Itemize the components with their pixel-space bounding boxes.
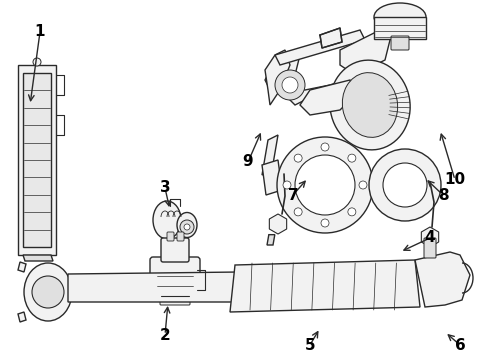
FancyBboxPatch shape <box>167 232 174 241</box>
FancyBboxPatch shape <box>391 36 409 50</box>
Circle shape <box>294 208 302 216</box>
Ellipse shape <box>330 60 410 150</box>
Ellipse shape <box>343 73 398 138</box>
Polygon shape <box>300 80 355 115</box>
Circle shape <box>321 143 329 151</box>
Polygon shape <box>23 255 53 261</box>
Circle shape <box>33 58 41 66</box>
Text: 1: 1 <box>35 24 45 40</box>
Ellipse shape <box>153 201 181 239</box>
Circle shape <box>282 77 298 93</box>
Text: 2: 2 <box>160 328 171 342</box>
Polygon shape <box>275 30 365 65</box>
Text: 7: 7 <box>288 188 298 202</box>
Circle shape <box>184 224 190 230</box>
FancyBboxPatch shape <box>374 17 426 39</box>
Ellipse shape <box>374 3 426 31</box>
Circle shape <box>295 155 355 215</box>
Polygon shape <box>262 160 282 195</box>
Text: 5: 5 <box>305 338 315 352</box>
FancyBboxPatch shape <box>177 232 184 241</box>
Polygon shape <box>23 73 51 247</box>
Circle shape <box>180 220 194 234</box>
FancyBboxPatch shape <box>424 238 436 258</box>
Ellipse shape <box>24 263 72 321</box>
FancyBboxPatch shape <box>160 295 190 305</box>
Ellipse shape <box>177 212 197 238</box>
Polygon shape <box>340 30 390 75</box>
Circle shape <box>294 154 302 162</box>
FancyBboxPatch shape <box>161 238 189 262</box>
Circle shape <box>321 219 329 227</box>
Text: 4: 4 <box>425 230 435 246</box>
Text: 8: 8 <box>438 188 448 202</box>
Polygon shape <box>262 135 278 175</box>
Polygon shape <box>415 252 470 307</box>
Text: 10: 10 <box>444 172 466 188</box>
Polygon shape <box>68 272 240 302</box>
Polygon shape <box>267 235 275 245</box>
Circle shape <box>383 163 427 207</box>
FancyBboxPatch shape <box>150 257 200 299</box>
Circle shape <box>348 154 356 162</box>
Circle shape <box>283 181 291 189</box>
Polygon shape <box>265 50 290 105</box>
Polygon shape <box>18 65 56 255</box>
Polygon shape <box>265 55 355 105</box>
Polygon shape <box>18 312 26 322</box>
Text: 3: 3 <box>160 180 171 195</box>
Circle shape <box>277 137 373 233</box>
Circle shape <box>359 181 367 189</box>
Circle shape <box>275 70 305 100</box>
Circle shape <box>369 149 441 221</box>
Polygon shape <box>230 260 420 312</box>
Circle shape <box>348 208 356 216</box>
Text: 6: 6 <box>455 338 466 352</box>
Text: 9: 9 <box>243 154 253 170</box>
Circle shape <box>32 276 64 308</box>
Polygon shape <box>18 262 26 272</box>
Polygon shape <box>320 28 342 48</box>
